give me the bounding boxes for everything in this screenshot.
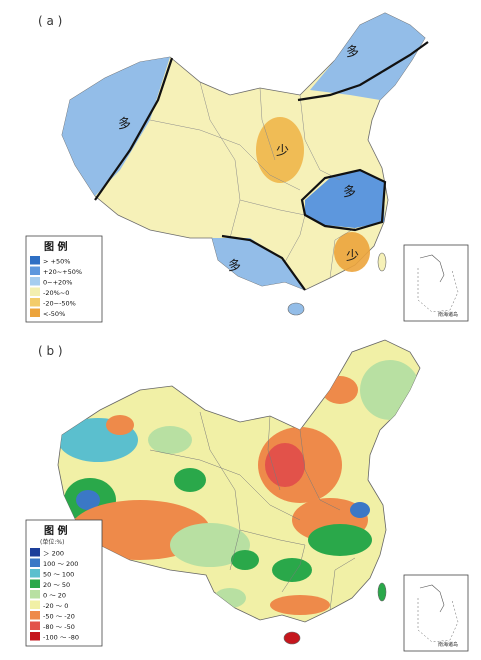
region-east-more — [305, 170, 385, 228]
legend-swatch — [30, 632, 40, 641]
province-borders-b — [149, 411, 356, 611]
region-north-less — [256, 117, 304, 183]
panel-a-svg: 多 多 少 多 少 多 图 例 > +50% +20~+50% 0~+20% -20%… — [25, 12, 469, 323]
legend-swatch — [30, 266, 40, 275]
legend-label: 0~+20% — [43, 279, 72, 287]
legend-b: 图 例 (单位:%) ＞ 200 100 ～ 200 50 ～ 100 20 ～ 50… — [25, 519, 103, 647]
region-southeast-less — [334, 232, 370, 272]
legend-label: 20 ～ 50 — [43, 581, 70, 589]
panel-a-map: ( a ) — [25, 12, 469, 323]
region-west-more — [62, 57, 170, 196]
boundary-lines-a — [94, 41, 429, 291]
hainan-island-b — [283, 631, 301, 645]
legend-a: 图 例 > +50% +20~+50% 0~+20% -20%~0 -20~-50% <-… — [25, 235, 103, 323]
region-label-southwest: 多 — [228, 258, 241, 274]
legend-swatch — [30, 308, 40, 317]
legend-swatch — [30, 256, 40, 265]
region-northeast-more — [310, 13, 425, 100]
anomaly-fields-b — [58, 360, 420, 615]
legend-swatch — [30, 569, 40, 578]
legend-swatch — [30, 548, 40, 557]
legend-b-unit: (单位:%) — [40, 538, 64, 546]
panel-b-map: ( b ) — [0, 330, 481, 656]
taiwan-island-a — [377, 252, 387, 272]
region-label-northeast: 多 — [346, 44, 359, 60]
legend-swatch — [30, 600, 40, 609]
legend-label: -20~-50% — [43, 300, 76, 308]
legend-swatch — [30, 287, 40, 296]
legend-label: 50 ～ 100 — [43, 571, 74, 579]
legend-label: -100 ～ -80 — [43, 634, 79, 642]
south-sea-inset-b: 南海诸岛 — [403, 574, 469, 652]
legend-label: <-50% — [43, 310, 65, 318]
hainan-island-a — [287, 302, 305, 316]
legend-label: > +50% — [43, 258, 70, 266]
region-southwest-more — [212, 238, 305, 290]
region-label-southeast: 少 — [346, 249, 359, 264]
legend-label: -20 ～ 0 — [43, 602, 68, 610]
legend-swatch — [30, 579, 40, 588]
legend-swatch — [30, 558, 40, 567]
legend-label: 0 ～ 20 — [43, 592, 66, 600]
region-label-east: 多 — [343, 184, 356, 200]
panel-b-label: ( b ) — [38, 344, 63, 358]
legend-swatch — [30, 590, 40, 599]
legend-b-title: 图 例 — [44, 524, 67, 537]
taiwan-island-b — [377, 582, 387, 602]
legend-label: -80 ～ -50 — [43, 623, 75, 631]
legend-label: -50 ～ -20 — [43, 613, 75, 621]
legend-label: 100 ～ 200 — [43, 560, 78, 568]
legend-a-title: 图 例 — [44, 240, 67, 253]
province-borders-a — [149, 81, 356, 279]
legend-label: +20~+50% — [43, 268, 82, 276]
legend-swatch — [30, 621, 40, 630]
panel-a-label: ( a ) — [38, 14, 63, 28]
south-sea-inset-a: 南海诸岛 — [403, 244, 469, 322]
legend-swatch — [30, 277, 40, 286]
inset-b-caption: 南海诸岛 — [438, 641, 458, 648]
region-label-north-center: 少 — [276, 144, 289, 159]
legend-label: ＞ 200 — [43, 550, 64, 558]
region-label-west: 多 — [118, 116, 131, 132]
legend-swatch — [30, 298, 40, 307]
panel-b-svg: 图 例 (单位:%) ＞ 200 100 ～ 200 50 ～ 100 20 ～ 50… — [25, 339, 469, 652]
legend-label: -20%~0 — [43, 289, 69, 297]
inset-a-caption: 南海诸岛 — [438, 311, 458, 318]
legend-swatch — [30, 611, 40, 620]
